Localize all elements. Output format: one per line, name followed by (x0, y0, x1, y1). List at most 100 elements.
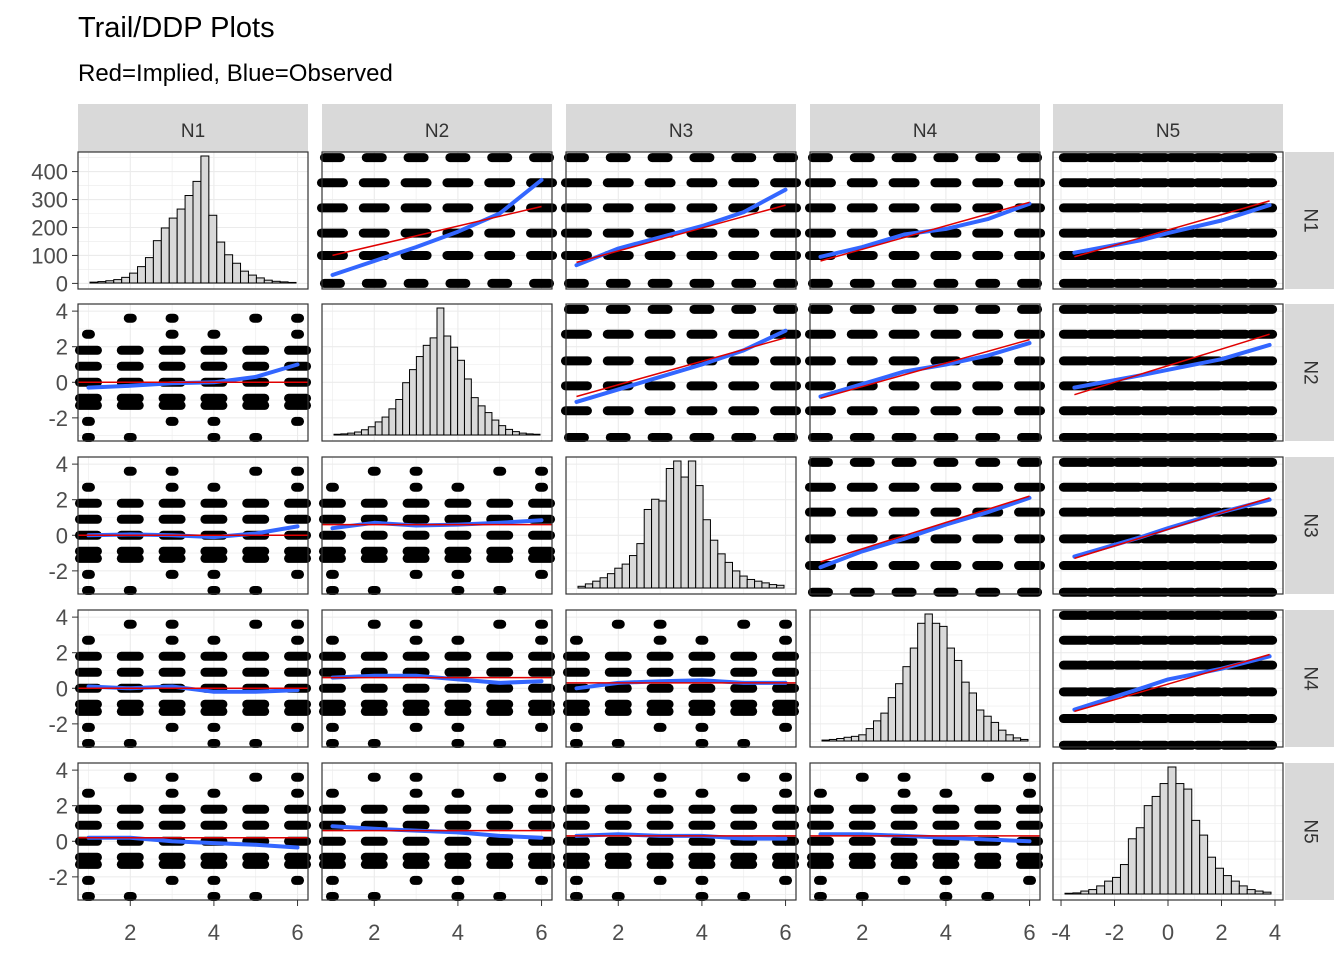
histogram-bar (184, 195, 194, 284)
row-strip-n2 (1285, 304, 1334, 441)
x-tick-label: 2 (124, 920, 136, 945)
chart-subtitle: Red=Implied, Blue=Observed (78, 60, 393, 87)
panel-border (77, 762, 309, 901)
histogram-bar (1167, 766, 1177, 895)
histogram-bar (673, 460, 682, 589)
x-tick-label: 2 (612, 920, 624, 945)
histogram-bar (340, 433, 349, 436)
histogram-bar (279, 281, 289, 284)
panel-background (566, 610, 796, 747)
row-strip-n3 (1285, 457, 1334, 594)
x-tick-label: 4 (696, 920, 708, 945)
histogram-bar (1127, 838, 1137, 895)
histogram-bar (224, 254, 234, 284)
panel-border (565, 456, 797, 595)
panel-n2-n3 (560, 303, 802, 442)
y-tick-label: 0 (56, 676, 68, 701)
histogram-bar (746, 578, 756, 589)
panel-border (77, 151, 309, 290)
x-tick-label: 2 (856, 920, 868, 945)
panel-n3-n5 (1052, 456, 1284, 597)
histogram-bar (287, 281, 297, 284)
panel-background (566, 763, 796, 900)
histogram-bar (216, 241, 226, 284)
histogram-bar (858, 734, 867, 742)
histogram-bar (1005, 734, 1014, 742)
histogram-bar (450, 346, 459, 436)
histogram-bar (1254, 890, 1264, 895)
panel-background (78, 457, 308, 594)
observed-line (818, 341, 1032, 399)
histogram-bar (1230, 880, 1240, 895)
histogram-bar (429, 337, 438, 436)
observed-line (818, 832, 1032, 844)
panel-n3-n4 (804, 456, 1046, 597)
histogram-bar (255, 277, 265, 284)
panel-border (565, 303, 797, 442)
panel-n1-n2 (316, 151, 558, 290)
histogram-bar (643, 508, 653, 589)
histogram-bar (176, 208, 186, 284)
histogram-bar (917, 622, 926, 742)
panel-n4-n3 (562, 609, 800, 748)
panel-n4-n1 (74, 609, 312, 748)
histogram-bar (629, 555, 638, 589)
panel-n5-n4 (806, 762, 1044, 901)
implied-line (332, 205, 542, 257)
panel-n1-n4 (804, 151, 1046, 290)
histogram-bar (232, 262, 242, 284)
panel-n1-n1 (77, 151, 309, 290)
row-strip-n5 (1285, 763, 1334, 900)
x-tick-label: 6 (291, 920, 303, 945)
histogram-bar (137, 266, 146, 284)
row-strip-label-n3: N3 (1299, 513, 1320, 537)
histogram-bar (121, 276, 131, 284)
histogram-bar (271, 280, 281, 284)
histogram-bar (247, 274, 257, 284)
panel-border (809, 151, 1041, 290)
histogram-bar (505, 428, 514, 436)
panel-background (810, 152, 1040, 289)
panel-n4-n2 (318, 609, 556, 748)
strip-label-n4: N4 (913, 121, 938, 142)
histogram-bar (395, 399, 404, 436)
histogram-bar (491, 419, 500, 436)
implied-line (820, 495, 1030, 563)
histogram-bar (843, 736, 852, 742)
panel-background (810, 457, 1040, 594)
histogram-bar (208, 214, 218, 284)
histogram-bar (1143, 805, 1153, 895)
panel-border (321, 456, 553, 595)
histogram-bar (1096, 885, 1106, 895)
histogram-bar (1072, 892, 1082, 895)
histogram-bar (532, 433, 541, 436)
histogram-bar (1238, 885, 1248, 895)
histogram-bar (961, 681, 970, 742)
histogram-bar (374, 421, 383, 436)
panel-background (566, 152, 796, 289)
panel-n4-n5 (1052, 609, 1284, 750)
y-tick-label: 4 (56, 452, 68, 477)
panel-background (810, 763, 1040, 900)
panel-n3-n1 (74, 456, 312, 595)
x-tick-label: 6 (779, 920, 791, 945)
implied-line (820, 201, 1030, 262)
histogram-bar (754, 580, 763, 589)
histogram-bar (409, 369, 417, 436)
panel-n5-n3 (562, 762, 800, 901)
histogram-bar (724, 561, 734, 589)
y-tick-label: 2 (56, 488, 68, 513)
strip-label-n3: N3 (669, 121, 693, 142)
histogram-bar (144, 257, 154, 284)
histogram-bar (717, 553, 726, 589)
panel-border (321, 151, 553, 290)
x-tick-label: 4 (940, 920, 952, 945)
panel-border (565, 609, 797, 748)
chart-title: Trail/DDP Plots (78, 12, 275, 44)
histogram-bar (895, 683, 904, 742)
strip-n1 (78, 104, 308, 153)
histogram-bar (599, 577, 608, 589)
panel-border (77, 303, 309, 442)
histogram-bar (463, 378, 472, 436)
